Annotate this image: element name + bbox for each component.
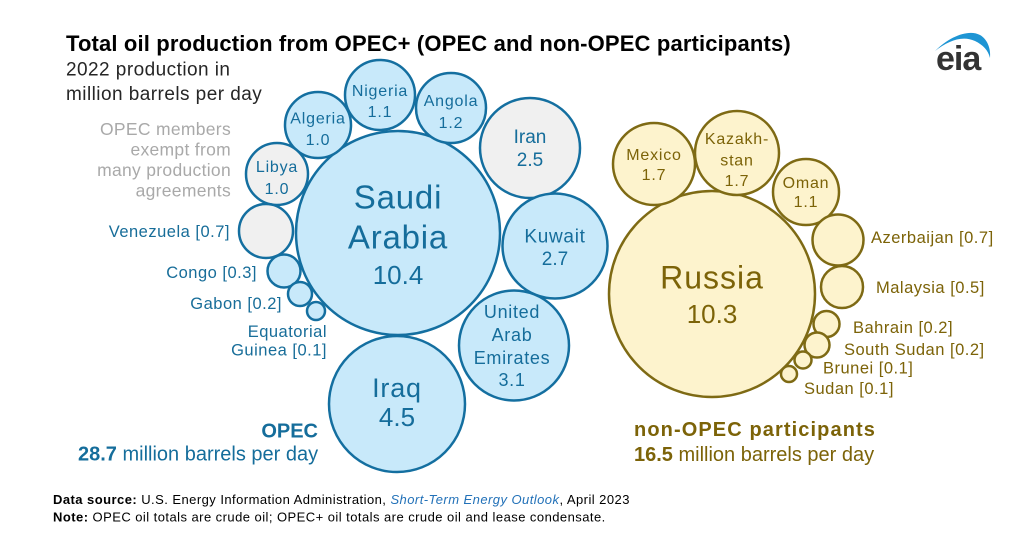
svg-text:16.5 million barrels per day: 16.5 million barrels per day [634, 444, 874, 466]
svg-text:3.1: 3.1 [498, 370, 525, 390]
svg-text:4.5: 4.5 [379, 402, 415, 432]
svg-text:Data source: U.S. Energy Infor: Data source: U.S. Energy Information Adm… [53, 492, 630, 507]
svg-text:Bahrain [0.2]: Bahrain [0.2] [853, 319, 953, 337]
svg-text:1.1: 1.1 [368, 104, 393, 121]
svg-text:1.0: 1.0 [265, 181, 290, 198]
svg-text:Oman: Oman [783, 175, 830, 192]
svg-text:Gabon [0.2]: Gabon [0.2] [190, 295, 282, 313]
svg-text:Congo [0.3]: Congo [0.3] [166, 264, 257, 282]
svg-text:OPEC: OPEC [261, 420, 318, 442]
svg-text:Total oil production from OPEC: Total oil production from OPEC+ (OPEC an… [66, 31, 791, 56]
svg-text:many production: many production [97, 160, 231, 180]
svg-text:million barrels per day: million barrels per day [66, 84, 262, 105]
svg-text:2022 production in: 2022 production in [66, 60, 230, 81]
svg-text:Iran: Iran [514, 127, 547, 148]
svg-text:1.0: 1.0 [306, 132, 331, 149]
svg-text:Brunei [0.1]: Brunei [0.1] [823, 359, 913, 377]
svg-text:Saudi: Saudi [354, 179, 442, 216]
svg-text:Arab: Arab [492, 325, 533, 345]
svg-text:Malaysia [0.5]: Malaysia [0.5] [876, 279, 985, 297]
svg-text:10.4: 10.4 [373, 260, 424, 290]
svg-text:Kazakh-: Kazakh- [705, 131, 769, 148]
svg-text:1.1: 1.1 [794, 194, 819, 211]
svg-text:Note: OPEC oil totals are crud: Note: OPEC oil totals are crude oil; OPE… [53, 509, 606, 524]
svg-text:South Sudan [0.2]: South Sudan [0.2] [844, 341, 985, 359]
svg-text:2.5: 2.5 [517, 150, 543, 171]
svg-text:28.7 million barrels per day: 28.7 million barrels per day [78, 443, 318, 465]
svg-text:Nigeria: Nigeria [352, 83, 408, 100]
svg-text:Angola: Angola [424, 93, 479, 110]
svg-text:Mexico: Mexico [626, 147, 681, 164]
svg-text:agreements: agreements [136, 181, 231, 201]
svg-text:OPEC members: OPEC members [100, 119, 231, 139]
svg-text:United: United [484, 302, 540, 322]
svg-text:non-OPEC participants: non-OPEC participants [634, 419, 876, 441]
svg-text:Libya: Libya [256, 159, 298, 176]
svg-text:stan: stan [720, 153, 753, 170]
svg-text:eia: eia [936, 40, 982, 78]
svg-text:Guinea [0.1]: Guinea [0.1] [231, 341, 327, 359]
svg-text:Russia: Russia [660, 260, 764, 296]
svg-text:1.2: 1.2 [439, 115, 464, 132]
svg-text:Kuwait: Kuwait [524, 226, 585, 247]
svg-text:Iraq: Iraq [372, 373, 422, 403]
svg-text:exempt from: exempt from [130, 140, 231, 160]
svg-text:Emirates: Emirates [474, 348, 551, 368]
svg-text:Sudan [0.1]: Sudan [0.1] [804, 380, 894, 398]
svg-text:1.7: 1.7 [725, 173, 750, 190]
svg-text:Arabia: Arabia [348, 219, 448, 256]
svg-text:2.7: 2.7 [542, 249, 568, 270]
svg-text:1.7: 1.7 [642, 167, 667, 184]
svg-text:10.3: 10.3 [687, 299, 738, 329]
svg-text:Azerbaijan [0.7]: Azerbaijan [0.7] [871, 229, 994, 247]
svg-text:Algeria: Algeria [290, 111, 345, 128]
svg-text:Equatorial: Equatorial [248, 323, 327, 341]
svg-text:Venezuela [0.7]: Venezuela [0.7] [109, 223, 230, 241]
